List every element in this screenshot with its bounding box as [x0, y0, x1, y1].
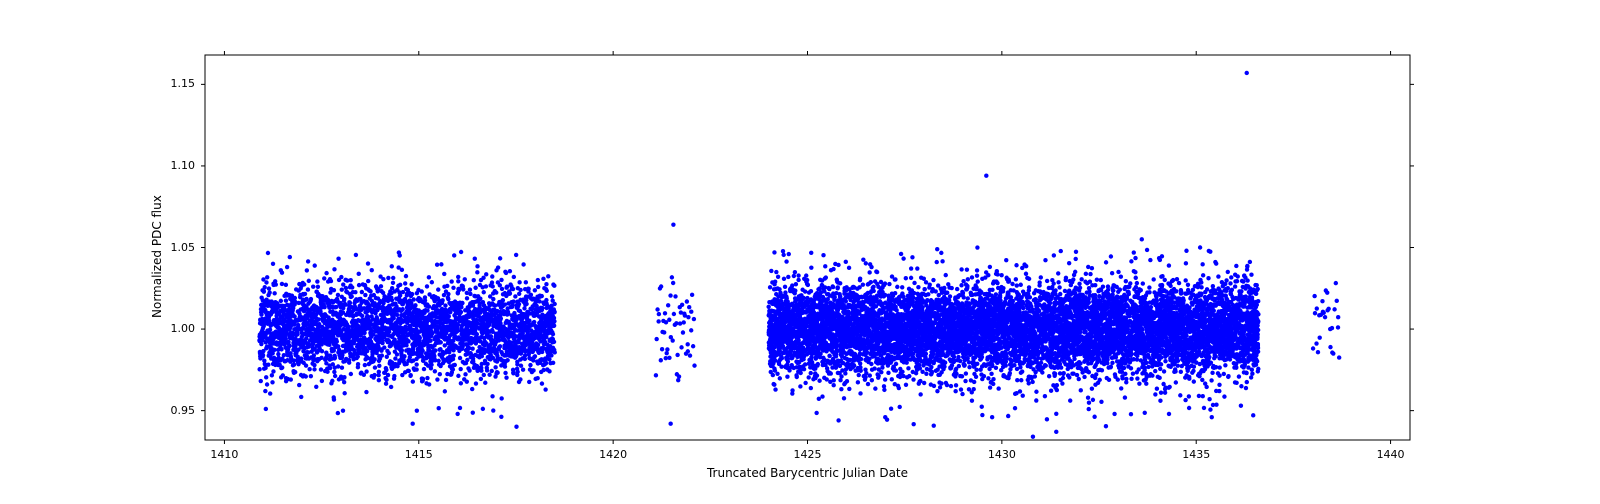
x-tick-label: 1430 — [987, 448, 1017, 461]
x-tick-label: 1440 — [1376, 448, 1406, 461]
x-tick-label: 1435 — [1181, 448, 1211, 461]
y-tick-label: 1.15 — [171, 77, 196, 90]
y-tick-label: 1.10 — [171, 159, 196, 172]
y-axis-label: Normalized PDC flux — [150, 195, 164, 318]
y-tick-label: 0.95 — [171, 404, 196, 417]
chart-svg — [0, 0, 1600, 500]
scatter-chart: Truncated Barycentric Julian Date Normal… — [0, 0, 1600, 500]
x-axis-label: Truncated Barycentric Julian Date — [698, 466, 918, 480]
y-tick-label: 1.00 — [171, 322, 196, 335]
x-tick-label: 1420 — [598, 448, 628, 461]
x-tick-label: 1410 — [209, 448, 239, 461]
y-tick-label: 1.05 — [171, 241, 196, 254]
x-tick-label: 1415 — [404, 448, 434, 461]
x-tick-label: 1425 — [793, 448, 823, 461]
